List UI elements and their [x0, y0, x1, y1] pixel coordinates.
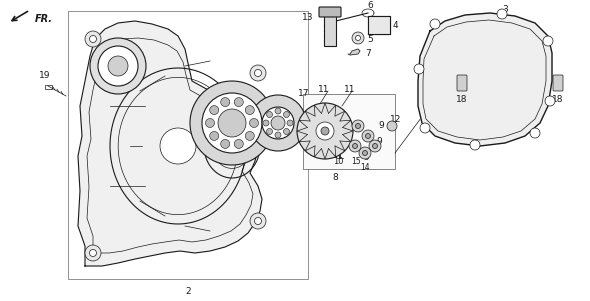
- Circle shape: [90, 250, 97, 256]
- Circle shape: [349, 140, 361, 152]
- FancyBboxPatch shape: [319, 7, 341, 17]
- Circle shape: [369, 140, 381, 152]
- Circle shape: [545, 96, 555, 106]
- Text: 18: 18: [552, 95, 564, 104]
- Circle shape: [316, 122, 334, 140]
- Circle shape: [352, 144, 358, 148]
- Circle shape: [250, 95, 306, 151]
- Bar: [68, 11, 308, 279]
- Circle shape: [209, 132, 219, 141]
- Text: 8: 8: [332, 173, 338, 182]
- Circle shape: [420, 123, 430, 133]
- Circle shape: [497, 9, 507, 19]
- Circle shape: [234, 139, 243, 148]
- Text: 9: 9: [376, 136, 382, 145]
- Circle shape: [254, 218, 261, 225]
- Text: 21: 21: [222, 97, 234, 105]
- Text: 20: 20: [274, 97, 286, 105]
- Circle shape: [205, 119, 215, 128]
- Text: 5: 5: [367, 35, 373, 44]
- Circle shape: [85, 245, 101, 261]
- Circle shape: [262, 107, 294, 139]
- Circle shape: [365, 134, 371, 138]
- Circle shape: [543, 36, 553, 46]
- Text: 7: 7: [365, 48, 371, 57]
- Circle shape: [250, 119, 258, 128]
- Circle shape: [90, 36, 97, 42]
- Text: 14: 14: [360, 163, 370, 172]
- Circle shape: [359, 147, 371, 159]
- Polygon shape: [78, 21, 262, 266]
- Text: 13: 13: [302, 13, 314, 21]
- Circle shape: [362, 130, 374, 142]
- Polygon shape: [348, 49, 360, 55]
- Circle shape: [85, 31, 101, 47]
- Circle shape: [352, 32, 364, 44]
- Circle shape: [283, 111, 290, 117]
- Circle shape: [245, 106, 254, 115]
- Circle shape: [234, 98, 243, 107]
- Circle shape: [160, 128, 196, 164]
- Text: 6: 6: [367, 2, 373, 11]
- Text: 9: 9: [363, 154, 369, 163]
- Bar: [368, 16, 390, 34]
- Polygon shape: [418, 13, 552, 146]
- Bar: [324, 11, 336, 46]
- Circle shape: [372, 144, 378, 148]
- Circle shape: [414, 64, 424, 74]
- Text: 4: 4: [392, 21, 398, 30]
- Circle shape: [287, 120, 293, 126]
- FancyBboxPatch shape: [553, 75, 563, 91]
- Circle shape: [362, 150, 368, 156]
- Circle shape: [202, 93, 262, 153]
- Circle shape: [470, 140, 480, 150]
- Circle shape: [263, 120, 269, 126]
- Text: 2: 2: [185, 287, 191, 296]
- Circle shape: [221, 139, 230, 148]
- Text: 11: 11: [318, 85, 330, 94]
- Text: 10: 10: [333, 157, 343, 166]
- Circle shape: [530, 128, 540, 138]
- Text: 11: 11: [307, 141, 319, 150]
- Circle shape: [271, 116, 285, 130]
- Text: FR.: FR.: [35, 14, 53, 24]
- Circle shape: [245, 132, 254, 141]
- Circle shape: [190, 81, 274, 165]
- Circle shape: [267, 129, 273, 135]
- Text: 18: 18: [456, 95, 468, 104]
- Circle shape: [221, 98, 230, 107]
- Circle shape: [98, 46, 138, 86]
- Text: 16: 16: [102, 76, 114, 85]
- Circle shape: [321, 127, 329, 135]
- Circle shape: [254, 70, 261, 76]
- Circle shape: [430, 19, 440, 29]
- Text: 17: 17: [299, 88, 310, 98]
- Text: 12: 12: [391, 114, 402, 123]
- Circle shape: [108, 56, 128, 76]
- Circle shape: [250, 65, 266, 81]
- Text: 3: 3: [502, 5, 508, 14]
- Circle shape: [356, 36, 360, 41]
- Bar: [303, 94, 395, 169]
- FancyBboxPatch shape: [45, 85, 52, 89]
- Text: 9: 9: [378, 122, 384, 131]
- Circle shape: [297, 103, 353, 159]
- Circle shape: [356, 123, 360, 129]
- Text: 19: 19: [40, 72, 51, 80]
- Circle shape: [250, 213, 266, 229]
- Circle shape: [275, 132, 281, 138]
- Text: 15: 15: [351, 157, 361, 166]
- FancyBboxPatch shape: [457, 75, 467, 91]
- Circle shape: [267, 111, 273, 117]
- Circle shape: [218, 109, 246, 137]
- Text: 11: 11: [344, 85, 356, 94]
- Circle shape: [283, 129, 290, 135]
- Circle shape: [352, 120, 364, 132]
- Circle shape: [387, 121, 397, 131]
- Circle shape: [209, 106, 219, 115]
- Circle shape: [275, 108, 281, 114]
- Circle shape: [90, 38, 146, 94]
